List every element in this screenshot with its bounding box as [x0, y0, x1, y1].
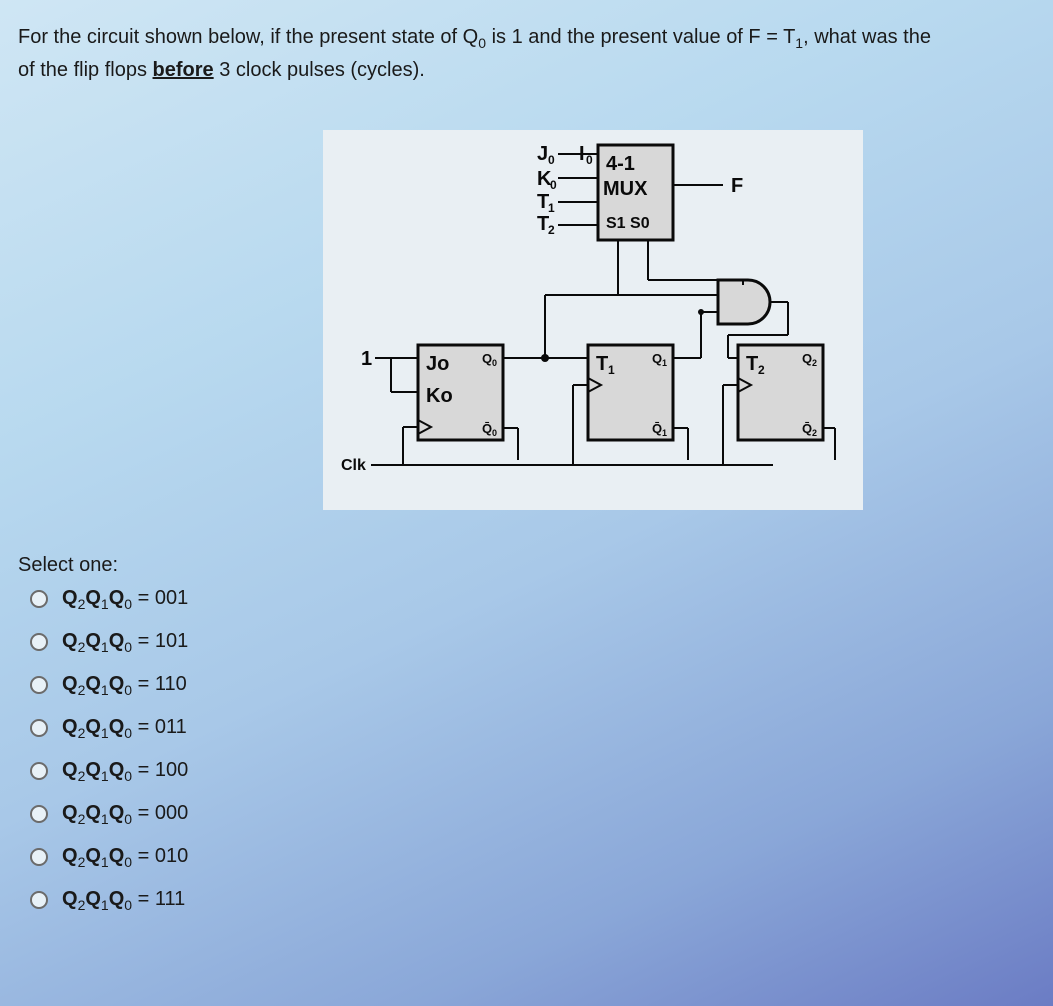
radio-icon[interactable] [30, 805, 48, 823]
svg-text:2: 2 [812, 358, 817, 368]
radio-icon[interactable] [30, 762, 48, 780]
svg-text:I: I [579, 143, 585, 165]
svg-text:Q̄: Q̄ [802, 421, 812, 436]
answer-option[interactable]: Q2Q1Q0 = 101 [30, 630, 1035, 655]
radio-icon[interactable] [30, 891, 48, 909]
svg-text:2: 2 [548, 223, 555, 237]
circuit-svg: 4-1 MUX S1 S0 J0 K0 T1 T2 I0 F Jo Ko Q0 … [323, 130, 863, 510]
svg-text:T: T [596, 353, 608, 375]
option-text: Q2Q1Q0 = 010 [62, 845, 188, 870]
svg-text:0: 0 [492, 358, 497, 368]
answer-option[interactable]: Q2Q1Q0 = 010 [30, 845, 1035, 870]
svg-text:2: 2 [758, 363, 765, 377]
t1-sub: 1 [795, 35, 803, 51]
svg-text:Jo: Jo [426, 353, 449, 375]
option-text: Q2Q1Q0 = 011 [62, 716, 187, 741]
radio-icon[interactable] [30, 676, 48, 694]
radio-icon[interactable] [30, 633, 48, 651]
answer-option[interactable]: Q2Q1Q0 = 001 [30, 587, 1035, 612]
answer-option[interactable]: Q2Q1Q0 = 000 [30, 802, 1035, 827]
svg-text:0: 0 [492, 428, 497, 438]
option-text: Q2Q1Q0 = 001 [62, 587, 188, 612]
option-text: Q2Q1Q0 = 111 [62, 888, 185, 913]
answer-option[interactable]: Q2Q1Q0 = 011 [30, 716, 1035, 741]
svg-text:S1 S0: S1 S0 [606, 215, 650, 232]
svg-text:F: F [731, 175, 743, 197]
svg-text:4-1: 4-1 [606, 153, 635, 175]
option-text: Q2Q1Q0 = 101 [62, 630, 188, 655]
svg-text:T: T [746, 353, 758, 375]
svg-text:Q: Q [802, 351, 812, 366]
q-underlined: before [153, 59, 214, 81]
option-text: Q2Q1Q0 = 110 [62, 673, 187, 698]
svg-text:Q̄: Q̄ [652, 421, 662, 436]
q0-sub: 0 [478, 35, 486, 51]
svg-text:Ko: Ko [426, 385, 453, 407]
svg-text:MUX: MUX [603, 178, 648, 200]
svg-text:1: 1 [662, 358, 667, 368]
q-line1-post: , what was the [803, 26, 931, 48]
svg-text:0: 0 [548, 153, 555, 167]
question-text: For the circuit shown below, if the pres… [18, 22, 1035, 86]
svg-text:Q: Q [652, 351, 662, 366]
option-text: Q2Q1Q0 = 100 [62, 759, 188, 784]
answer-option[interactable]: Q2Q1Q0 = 110 [30, 673, 1035, 698]
svg-text:0: 0 [550, 178, 557, 192]
circuit-diagram: 4-1 MUX S1 S0 J0 K0 T1 T2 I0 F Jo Ko Q0 … [323, 130, 863, 510]
svg-text:Clk: Clk [341, 457, 366, 474]
answer-option[interactable]: Q2Q1Q0 = 111 [30, 888, 1035, 913]
svg-text:1: 1 [608, 363, 615, 377]
q-line1-mid: is 1 and the present value of F = T [486, 26, 795, 48]
answers-block: Select one: Q2Q1Q0 = 001 Q2Q1Q0 = 101 Q2Q1… [18, 554, 1035, 913]
radio-icon[interactable] [30, 590, 48, 608]
svg-text:0: 0 [586, 153, 593, 167]
q-line1-pre: For the circuit shown below, if the pres… [18, 26, 478, 48]
radio-icon[interactable] [30, 719, 48, 737]
svg-text:2: 2 [812, 428, 817, 438]
svg-text:Q̄: Q̄ [482, 421, 492, 436]
svg-text:1: 1 [662, 428, 667, 438]
option-text: Q2Q1Q0 = 000 [62, 802, 188, 827]
svg-text:J: J [537, 143, 548, 165]
q-line2-post: 3 clock pulses (cycles). [214, 59, 425, 81]
answer-option[interactable]: Q2Q1Q0 = 100 [30, 759, 1035, 784]
svg-text:1: 1 [361, 348, 372, 370]
select-one-label: Select one: [18, 554, 1035, 577]
svg-text:Q: Q [482, 351, 492, 366]
radio-icon[interactable] [30, 848, 48, 866]
q-line2-pre: of the flip flops [18, 59, 153, 81]
